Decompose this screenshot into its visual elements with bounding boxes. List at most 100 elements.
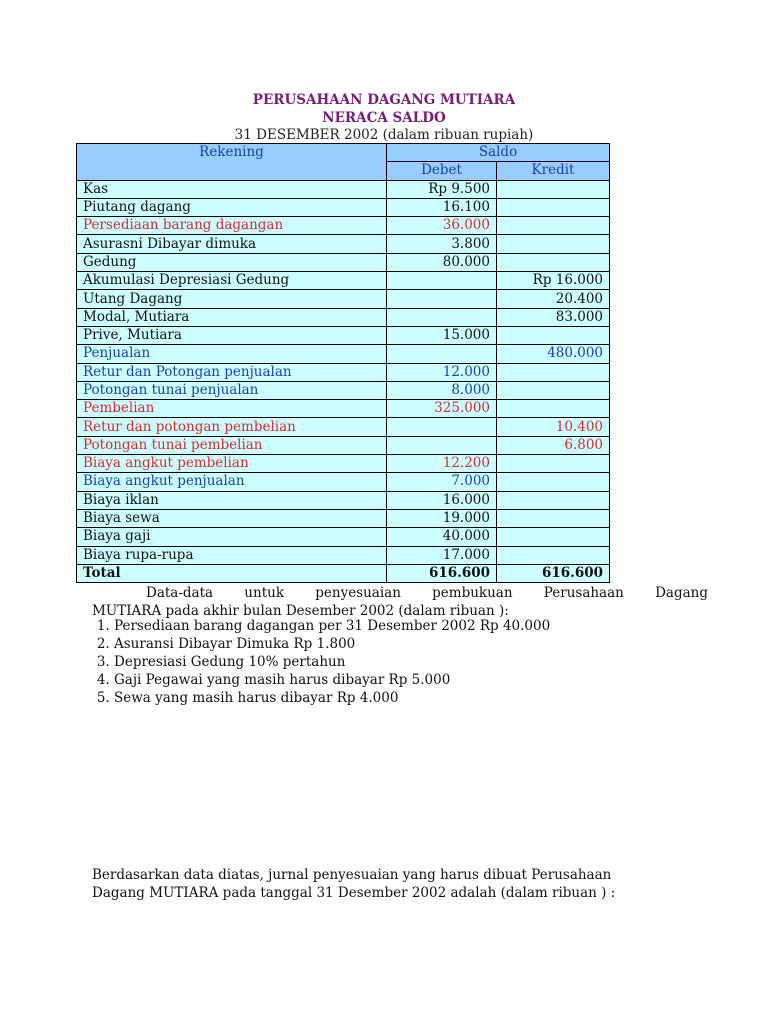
table-row: Utang Dagang 20.400 bbox=[76, 289, 611, 309]
account-name: Biaya sewa bbox=[76, 508, 387, 529]
account-name: Retur dan Potongan penjualan bbox=[76, 362, 387, 382]
list-item: Persediaan barang dagangan per 31 Desemb… bbox=[114, 617, 550, 635]
kredit-value bbox=[495, 325, 611, 346]
table-row: Biaya angkut pembelian 12.200 bbox=[76, 454, 611, 474]
account-name: Kas bbox=[76, 179, 387, 199]
debet-value: Rp 9.500 bbox=[386, 179, 497, 199]
adjustment-list: Persediaan barang dagangan per 31 Desemb… bbox=[92, 617, 550, 707]
trial-balance-table: Rekening Saldo Debet Kredit Kas Rp 9.500 P… bbox=[76, 142, 611, 584]
debet-value bbox=[386, 417, 497, 437]
kredit-value bbox=[495, 234, 611, 254]
table-row: Retur dan potongan pembelian 10.400 bbox=[76, 417, 611, 437]
table-row: Potongan tunai penjualan 8.000 bbox=[76, 380, 611, 401]
account-name: Penjualan bbox=[76, 344, 387, 364]
account-name: Pembelian bbox=[76, 399, 387, 419]
kredit-value bbox=[495, 527, 611, 547]
table-row: Biaya sewa 19.000 bbox=[76, 508, 611, 529]
debet-value: 16.100 bbox=[386, 197, 497, 218]
account-name: Akumulasi Depresiasi Gedung bbox=[76, 271, 387, 291]
kredit-value: Rp 16.000 bbox=[495, 271, 611, 291]
intro-line-2: MUTIARA pada akhir bulan Desember 2002 (… bbox=[92, 603, 509, 619]
account-name: Piutang dagang bbox=[76, 197, 387, 218]
debet-value: 17.000 bbox=[386, 545, 497, 565]
account-name: Gedung bbox=[76, 252, 387, 273]
debet-value: 12.000 bbox=[386, 362, 497, 382]
account-name: Biaya iklan bbox=[76, 490, 387, 510]
debet-value bbox=[386, 344, 497, 364]
header-row: Rekening Saldo bbox=[76, 142, 611, 181]
header-kredit: Kredit bbox=[495, 161, 611, 181]
debet-value bbox=[386, 289, 497, 309]
account-name: Potongan tunai pembelian bbox=[76, 435, 387, 456]
table-row: Biaya angkut penjualan 7.000 bbox=[76, 472, 611, 492]
kredit-value bbox=[495, 454, 611, 474]
account-name: Biaya angkut penjualan bbox=[76, 472, 387, 492]
debet-value: 3.800 bbox=[386, 234, 497, 254]
header-rekening: Rekening bbox=[76, 143, 387, 181]
debet-value: 15.000 bbox=[386, 325, 497, 346]
kredit-value bbox=[495, 216, 611, 236]
debet-value: 325.000 bbox=[386, 399, 497, 419]
debet-value bbox=[386, 435, 497, 456]
kredit-value bbox=[495, 490, 611, 510]
account-name: Utang Dagang bbox=[76, 289, 387, 309]
kredit-value bbox=[495, 179, 611, 199]
debet-value: 36.000 bbox=[386, 216, 497, 236]
table-row: Pembelian 325.000 bbox=[76, 399, 611, 419]
account-name: Asurasni Dibayar dimuka bbox=[76, 234, 387, 254]
table-row: Penjualan 480.000 bbox=[76, 344, 611, 364]
debet-value: 19.000 bbox=[386, 508, 497, 529]
subheader-row: Debet Kredit bbox=[77, 161, 611, 181]
table-row: Kas Rp 9.500 bbox=[76, 179, 611, 199]
kredit-value: 480.000 bbox=[495, 344, 611, 364]
table-row: Modal, Mutiara 83.000 bbox=[76, 307, 611, 327]
kredit-value bbox=[495, 472, 611, 492]
table-row: Asurasni Dibayar dimuka 3.800 bbox=[76, 234, 611, 254]
total-row: Total 616.600 616.600 bbox=[76, 563, 611, 584]
table-row: Biaya iklan 16.000 bbox=[76, 490, 611, 510]
account-name: Biaya gaji bbox=[76, 527, 387, 547]
report-title: NERACA SALDO bbox=[322, 110, 446, 126]
header-debet: Debet bbox=[386, 161, 497, 181]
list-item: Depresiasi Gedung 10% pertahun bbox=[114, 653, 550, 671]
table-row: Prive, Mutiara 15.000 bbox=[76, 325, 611, 346]
debet-value: 40.000 bbox=[386, 527, 497, 547]
kredit-value bbox=[495, 399, 611, 419]
account-name: Persediaan barang dagangan bbox=[76, 216, 387, 236]
kredit-value bbox=[495, 508, 611, 529]
question-line-2: Dagang MUTIARA pada tanggal 31 Desember … bbox=[92, 885, 616, 901]
table-row: Gedung 80.000 bbox=[76, 252, 611, 273]
table-row: Biaya gaji 40.000 bbox=[76, 527, 611, 547]
account-name: Potongan tunai penjualan bbox=[76, 380, 387, 401]
total-kredit: 616.600 bbox=[495, 563, 611, 584]
debet-value: 16.000 bbox=[386, 490, 497, 510]
kredit-value: 20.400 bbox=[495, 289, 611, 309]
kredit-value bbox=[495, 362, 611, 382]
debet-value bbox=[386, 271, 497, 291]
kredit-value bbox=[495, 545, 611, 565]
intro-line-1: Data-data untuk penyesuaian pembukuan Pe… bbox=[146, 585, 708, 601]
table-row: Piutang dagang 16.100 bbox=[76, 197, 611, 218]
table-row: Potongan tunai pembelian 6.800 bbox=[76, 435, 611, 456]
table-row: Retur dan Potongan penjualan 12.000 bbox=[76, 362, 611, 382]
table-row: Biaya rupa-rupa 17.000 bbox=[76, 545, 611, 565]
table-row: Akumulasi Depresiasi Gedung Rp 16.000 bbox=[76, 271, 611, 291]
table-row: Persediaan barang dagangan 36.000 bbox=[76, 216, 611, 236]
total-label: Total bbox=[76, 563, 387, 584]
debet-value: 80.000 bbox=[386, 252, 497, 273]
account-name: Biaya angkut pembelian bbox=[76, 454, 387, 474]
account-name: Prive, Mutiara bbox=[76, 325, 387, 346]
kredit-value: 83.000 bbox=[495, 307, 611, 327]
kredit-value bbox=[495, 380, 611, 401]
total-debet: 616.600 bbox=[386, 563, 497, 584]
list-item: Sewa yang masih harus dibayar Rp 4.000 bbox=[114, 689, 550, 707]
company-title: PERUSAHAAN DAGANG MUTIARA bbox=[252, 92, 516, 108]
kredit-value bbox=[495, 252, 611, 273]
kredit-value: 6.800 bbox=[495, 435, 611, 456]
report-date: 31 DESEMBER 2002 (dalam ribuan rupiah) bbox=[234, 127, 534, 143]
kredit-value: 10.400 bbox=[495, 417, 611, 437]
list-item: Gaji Pegawai yang masih harus dibayar Rp… bbox=[114, 671, 550, 689]
header-saldo: Saldo bbox=[385, 142, 611, 163]
kredit-value bbox=[495, 197, 611, 218]
